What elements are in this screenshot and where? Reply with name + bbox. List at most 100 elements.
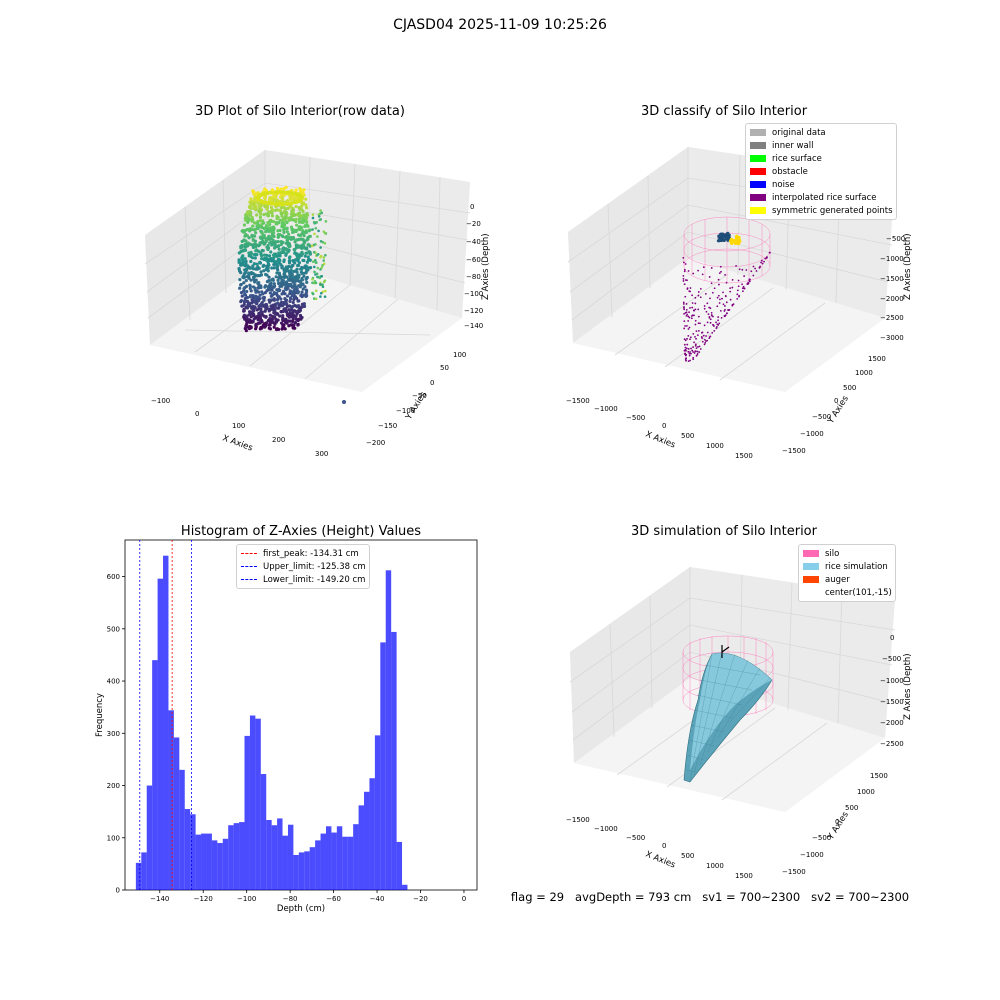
raw-point xyxy=(256,197,261,201)
raw-point xyxy=(287,308,291,312)
raw-point xyxy=(288,284,292,288)
raw-point xyxy=(280,250,284,254)
raw-point xyxy=(254,324,258,328)
classify-interpolated-point xyxy=(754,267,757,270)
raw-point xyxy=(296,323,300,327)
raw-point xyxy=(245,234,249,238)
raw-point xyxy=(292,289,296,293)
raw-point xyxy=(242,276,246,280)
classify-symmetric-point xyxy=(729,241,733,245)
raw-point xyxy=(265,238,269,242)
raw-point xyxy=(246,244,250,248)
raw-point xyxy=(264,284,268,288)
raw-point xyxy=(287,269,291,273)
raw-point xyxy=(264,267,269,272)
classify-interpolated-point xyxy=(689,359,691,362)
raw-point xyxy=(286,190,291,195)
raw-point xyxy=(248,310,253,315)
raw-point xyxy=(241,229,246,233)
raw-point xyxy=(291,258,295,263)
raw-point xyxy=(292,294,296,298)
raw-point xyxy=(282,223,286,227)
classify-wall-point xyxy=(719,237,723,241)
raw-point xyxy=(276,215,280,219)
raw-point xyxy=(265,305,269,309)
raw-point xyxy=(279,282,284,286)
histogram-bar xyxy=(239,822,245,890)
raw-point xyxy=(265,191,270,195)
raw-point xyxy=(257,208,261,212)
raw-point xyxy=(286,265,290,269)
raw-point xyxy=(278,284,282,289)
raw-point xyxy=(285,238,289,242)
raw-point xyxy=(271,201,275,206)
raw-y-tick: −100 xyxy=(396,407,415,415)
raw-point xyxy=(267,263,271,267)
histogram-bar xyxy=(206,833,212,890)
raw-point xyxy=(315,272,319,276)
raw-point xyxy=(282,281,287,285)
raw-point xyxy=(261,192,266,196)
raw-point xyxy=(278,202,283,206)
raw-point xyxy=(254,290,258,294)
raw-point xyxy=(295,255,299,259)
raw-point xyxy=(301,258,305,262)
raw-point xyxy=(302,244,306,248)
raw-point xyxy=(248,318,252,322)
raw-point xyxy=(256,197,261,201)
classify-interpolated-point xyxy=(687,348,690,350)
raw-point xyxy=(261,304,265,308)
raw-point xyxy=(249,253,253,257)
raw-point xyxy=(273,307,277,312)
raw-point xyxy=(301,238,306,242)
raw-point xyxy=(267,323,271,327)
raw-point xyxy=(299,197,303,202)
classify-wall-point xyxy=(724,233,728,237)
raw-point xyxy=(298,279,303,283)
raw-point xyxy=(286,199,290,203)
simulation-x-tick: 500 xyxy=(681,852,694,860)
raw-point xyxy=(297,206,301,210)
histogram-bar xyxy=(325,826,332,890)
raw-point xyxy=(290,313,295,317)
raw-point xyxy=(281,291,286,295)
raw-point xyxy=(279,187,283,191)
raw-point xyxy=(279,192,283,196)
raw-point xyxy=(284,253,288,257)
raw-point xyxy=(283,211,287,215)
raw-point xyxy=(255,262,259,266)
raw-point xyxy=(255,308,259,312)
legend-label: rice surface xyxy=(772,153,822,164)
raw-point xyxy=(302,230,306,235)
raw-z-tick: −140 xyxy=(464,322,483,330)
classify-interpolated-point xyxy=(690,317,693,320)
raw-point xyxy=(322,256,326,259)
raw-point xyxy=(269,258,273,262)
histogram-bar xyxy=(271,825,278,890)
raw-point xyxy=(269,240,273,245)
raw-point xyxy=(283,218,287,222)
raw-point xyxy=(289,323,293,327)
raw-point xyxy=(273,195,277,199)
raw-point xyxy=(304,197,308,201)
classify-interpolated-point xyxy=(684,352,687,355)
raw-point xyxy=(279,202,283,206)
raw-y-tick: −200 xyxy=(366,439,385,447)
raw-point xyxy=(292,247,296,252)
classify-interpolated-point xyxy=(731,278,734,281)
raw-point xyxy=(276,244,280,248)
raw-point xyxy=(292,191,296,196)
raw-point xyxy=(277,251,281,255)
raw-point xyxy=(249,210,253,215)
raw-point xyxy=(244,259,248,263)
raw-point xyxy=(291,315,295,319)
raw-point xyxy=(276,301,280,305)
raw-point xyxy=(263,321,267,326)
raw-point xyxy=(269,210,273,214)
legend-item-lower-limit: Lower_limit: -149.20 cm xyxy=(241,573,365,586)
raw-point xyxy=(242,300,247,304)
raw-point xyxy=(286,190,290,195)
classify-wall-point xyxy=(717,234,721,238)
raw-point xyxy=(270,286,274,290)
raw-point xyxy=(272,304,276,309)
